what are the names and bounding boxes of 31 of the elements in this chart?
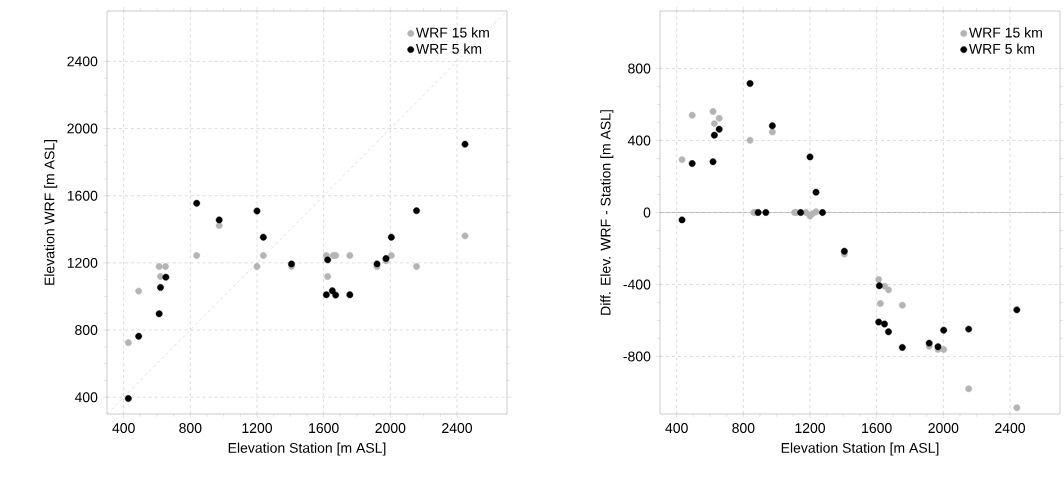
y-tick-label: 0 (643, 207, 651, 218)
y-tick-label: 400 (74, 392, 98, 403)
x-tick-label: 1600 (862, 423, 892, 434)
y-tick-label: 2400 (67, 56, 98, 67)
x-tick-label: 2000 (375, 423, 406, 434)
x-tick-label: 400 (112, 423, 135, 434)
y-tick-label: 1600 (67, 190, 98, 201)
x-axis-title: Elevation Station [m ASL] (228, 442, 386, 456)
y-tick-label: -400 (623, 279, 651, 290)
x-tick-label: 800 (732, 423, 755, 434)
x-tick-label: 400 (665, 423, 688, 434)
y-tick-label: 1200 (67, 257, 98, 268)
x-tick-label: 1200 (795, 423, 826, 434)
y-tick-label: 400 (627, 135, 651, 146)
x-tick-label: 2400 (995, 423, 1026, 434)
y-tick-label: 800 (75, 325, 98, 335)
legend-label: WRF 15 km (969, 27, 1042, 38)
y-axis-title: Diff. Elev. WRF - Station [m ASL] (600, 110, 614, 315)
y-axis-title: Elevation WRF [m ASL] (44, 139, 58, 285)
legend-label: WRF 5 km (969, 43, 1035, 54)
x-tick-label: 2400 (442, 423, 473, 434)
x-tick-label: 1200 (242, 423, 273, 434)
legend-label: WRF 5 km (416, 43, 482, 54)
y-tick-label: -800 (623, 351, 651, 362)
legend-label: WRF 15 km (416, 27, 489, 38)
y-tick-label: 800 (628, 63, 651, 74)
y-tick-label: 2000 (67, 123, 98, 134)
x-axis-title: Elevation Station [m ASL] (781, 442, 939, 456)
x-tick-label: 1600 (309, 423, 339, 434)
x-tick-label: 2000 (928, 423, 959, 434)
x-tick-label: 800 (179, 423, 202, 434)
